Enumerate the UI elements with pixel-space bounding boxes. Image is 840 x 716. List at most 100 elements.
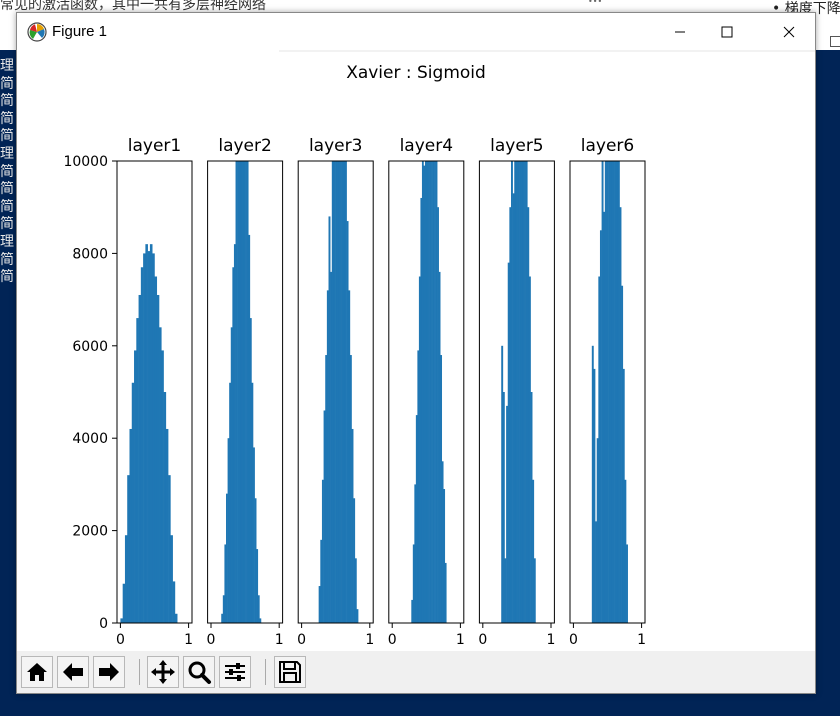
axes-frame	[116, 160, 193, 624]
window-title: Figure 1	[52, 23, 108, 40]
maximize-icon	[721, 26, 733, 37]
zoom-button[interactable]	[183, 656, 215, 688]
histogram-bar	[226, 493, 228, 623]
minimize-button[interactable]	[657, 13, 703, 50]
y-tick-label: 6000	[72, 339, 108, 355]
background-checkbox	[830, 36, 840, 47]
histogram-bar	[429, 161, 432, 623]
histogram-bar	[603, 211, 606, 623]
histogram-bar	[414, 484, 417, 623]
arrow-right-icon	[99, 663, 119, 681]
histogram-bar	[599, 230, 602, 624]
histogram-bar	[338, 161, 341, 623]
histogram-bar	[240, 161, 243, 623]
subplot-layer4: layer4 0 1	[388, 136, 465, 648]
subplot-layer2: layer2 0 1	[207, 136, 284, 648]
subplot-layer6: layer6 0 1	[569, 136, 646, 648]
histogram-bar	[145, 244, 148, 623]
histogram-bar	[254, 498, 257, 623]
toolbar-separator	[139, 659, 140, 685]
terminal-line: 简	[0, 110, 14, 127]
histogram-bar	[619, 207, 622, 623]
configure-subplots-button[interactable]	[219, 656, 251, 688]
histogram-bar	[435, 161, 438, 623]
histogram-bar	[122, 583, 126, 623]
y-tick-label: 8000	[72, 246, 108, 262]
histogram-bar	[609, 161, 612, 623]
histogram-bar	[432, 161, 435, 623]
histogram-bar	[349, 355, 352, 623]
x-tick-label: 0	[297, 632, 306, 648]
subplot-title: layer4	[400, 136, 453, 156]
histogram-bar	[230, 327, 233, 623]
histogram-bar	[530, 392, 533, 623]
histogram-bar	[165, 428, 169, 623]
histogram-bar	[143, 253, 146, 623]
title-bar[interactable]: Figure 1	[17, 13, 815, 50]
histogram-bar	[509, 207, 512, 623]
histogram-bar	[246, 161, 249, 623]
pan-button[interactable]	[147, 656, 179, 688]
subplot-title: layer2	[218, 136, 271, 156]
histogram-bar	[421, 161, 424, 623]
histogram-bar	[512, 193, 515, 623]
save-button[interactable]	[274, 656, 306, 688]
subplot-layer5: layer5 0 1	[478, 136, 555, 648]
histogram-bar	[325, 355, 328, 623]
histogram-bar	[417, 350, 420, 623]
histogram-bar	[424, 161, 427, 623]
maximize-button[interactable]	[704, 13, 750, 50]
histogram-bar	[348, 290, 351, 623]
matplotlib-app-icon	[27, 22, 47, 42]
terminal-line: 理	[0, 145, 14, 162]
x-tick-label: 1	[184, 632, 193, 648]
x-tick-label: 0	[478, 632, 487, 648]
histogram-bar	[415, 415, 418, 623]
histogram-bar	[533, 558, 536, 623]
histogram-bar	[617, 161, 620, 623]
histogram-bar	[251, 382, 254, 623]
histogram-bar	[174, 613, 178, 623]
x-tick-label: 1	[275, 632, 284, 648]
histogram-bar	[134, 350, 137, 623]
histogram-bar	[596, 438, 599, 623]
histogram-bar	[326, 290, 329, 623]
histogram-bar	[328, 216, 331, 623]
histogram-bar	[249, 318, 252, 623]
figure-canvas[interactable]: Xavier : Sigmoid layer1 0 1 0 2000 4000 6000 80…	[17, 50, 815, 651]
histogram-bar	[621, 285, 624, 623]
histogram-bar	[154, 276, 158, 623]
histogram-bar	[170, 535, 173, 623]
histogram-bar	[601, 161, 604, 623]
histogram-bar	[412, 544, 415, 623]
histogram-bar	[333, 161, 336, 623]
back-button[interactable]	[57, 656, 89, 688]
histogram-bar	[525, 161, 528, 623]
home-button[interactable]	[21, 656, 53, 688]
histogram-bar	[622, 368, 625, 623]
histogram-bar	[528, 276, 531, 623]
background-document-text: 常见的激活函数，其中一共有多层神经网络	[0, 0, 266, 13]
histogram-bar	[431, 161, 433, 623]
terminal-line: 简	[0, 216, 14, 233]
y-tick-label: 10000	[63, 154, 108, 170]
forward-button[interactable]	[93, 656, 125, 688]
terminal-line: 简	[0, 198, 14, 215]
close-button[interactable]	[766, 13, 812, 50]
histogram-bar	[514, 161, 517, 623]
histogram-bar	[624, 479, 627, 623]
histogram-bar	[318, 586, 321, 623]
subplot-title: layer1	[128, 136, 181, 156]
histogram-bar	[335, 161, 338, 623]
histogram-bar	[443, 489, 446, 623]
histogram-bar	[152, 253, 155, 623]
histogram-bar	[437, 207, 439, 623]
home-icon	[27, 663, 47, 681]
magnifier-icon	[188, 661, 211, 684]
move-icon	[151, 660, 175, 684]
terminal-line: 理	[0, 58, 14, 74]
histogram-bar	[532, 479, 535, 623]
histogram-bar	[608, 161, 611, 623]
histogram-bar	[626, 544, 628, 623]
